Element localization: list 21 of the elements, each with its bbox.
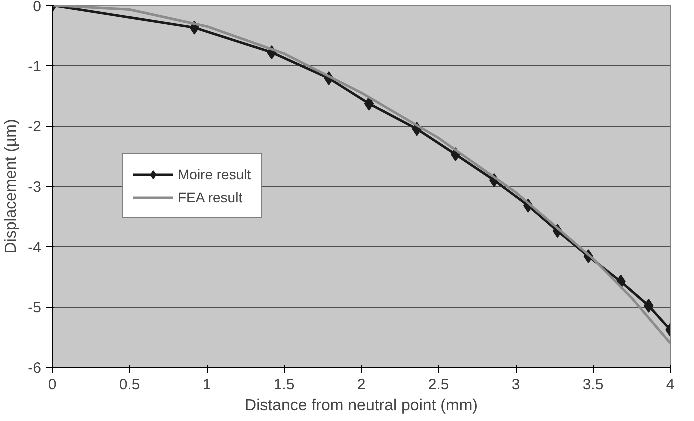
x-tick-label: 2 — [357, 376, 366, 394]
y-tick-label: -5 — [28, 300, 42, 317]
legend-label: FEA result — [178, 190, 243, 206]
x-tick-label: 3 — [512, 376, 520, 394]
x-tick-label: 1.5 — [274, 376, 295, 394]
x-axis-title: Distance from neutral point (mm) — [245, 398, 478, 414]
y-tick-label: 0 — [33, 0, 42, 16]
x-tick-label: 2.5 — [428, 376, 450, 394]
point — [364, 96, 374, 111]
y-tick-label: -4 — [28, 239, 42, 256]
x-tick-label: 3.5 — [582, 376, 604, 394]
x-tick-label: 4 — [666, 376, 675, 394]
x-tick-label: 0 — [48, 376, 57, 394]
legend-label: Moire result — [178, 166, 252, 182]
y-axis-title: Displacement (µm) — [3, 119, 20, 254]
y-tick-label: -3 — [28, 179, 42, 196]
y-tick-label: -6 — [28, 360, 42, 377]
x-tick-label: 1 — [202, 376, 212, 394]
y-tick-label: -2 — [28, 118, 42, 136]
x-tick-label: 0.5 — [119, 376, 140, 394]
y-tick-label: -1 — [28, 58, 42, 76]
